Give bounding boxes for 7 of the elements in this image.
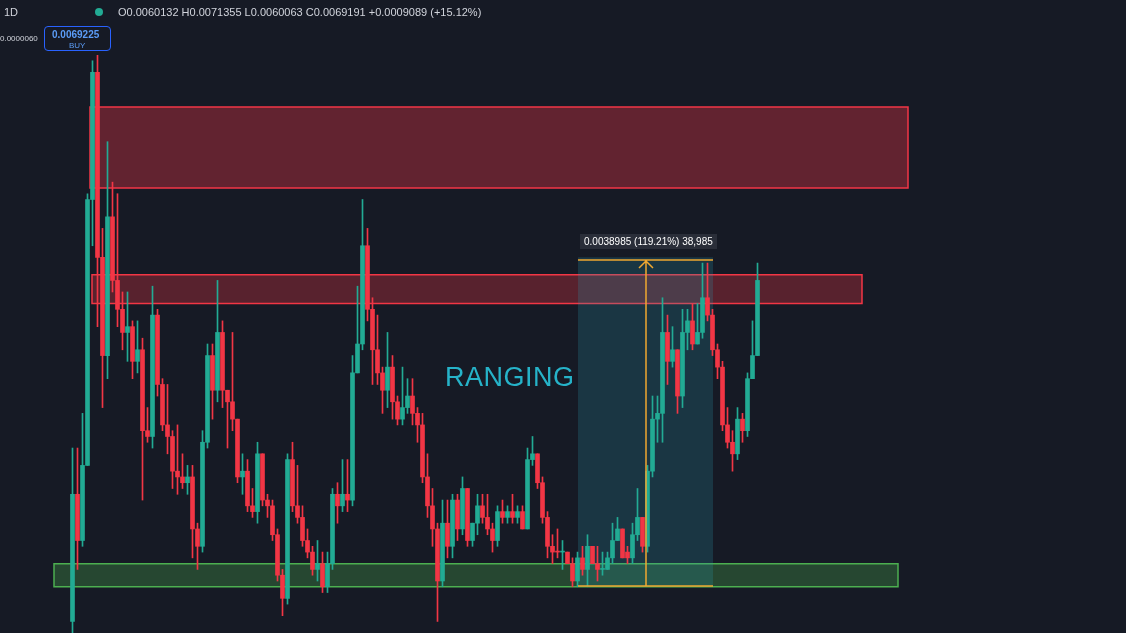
text: O0.0060132 H0.0071355 L0.0060063 C0.0069191 +0.0009089 (+15.12%) bbox=[118, 6, 482, 18]
text: BUY bbox=[69, 41, 86, 50]
annotation: 0.0038985 (119.21%) 38,985 bbox=[580, 234, 717, 249]
text: 1D bbox=[4, 6, 19, 18]
text: 0.0069225 bbox=[52, 29, 100, 40]
text: 0.0000060 bbox=[0, 34, 38, 43]
annotation: RANGING bbox=[445, 362, 575, 393]
